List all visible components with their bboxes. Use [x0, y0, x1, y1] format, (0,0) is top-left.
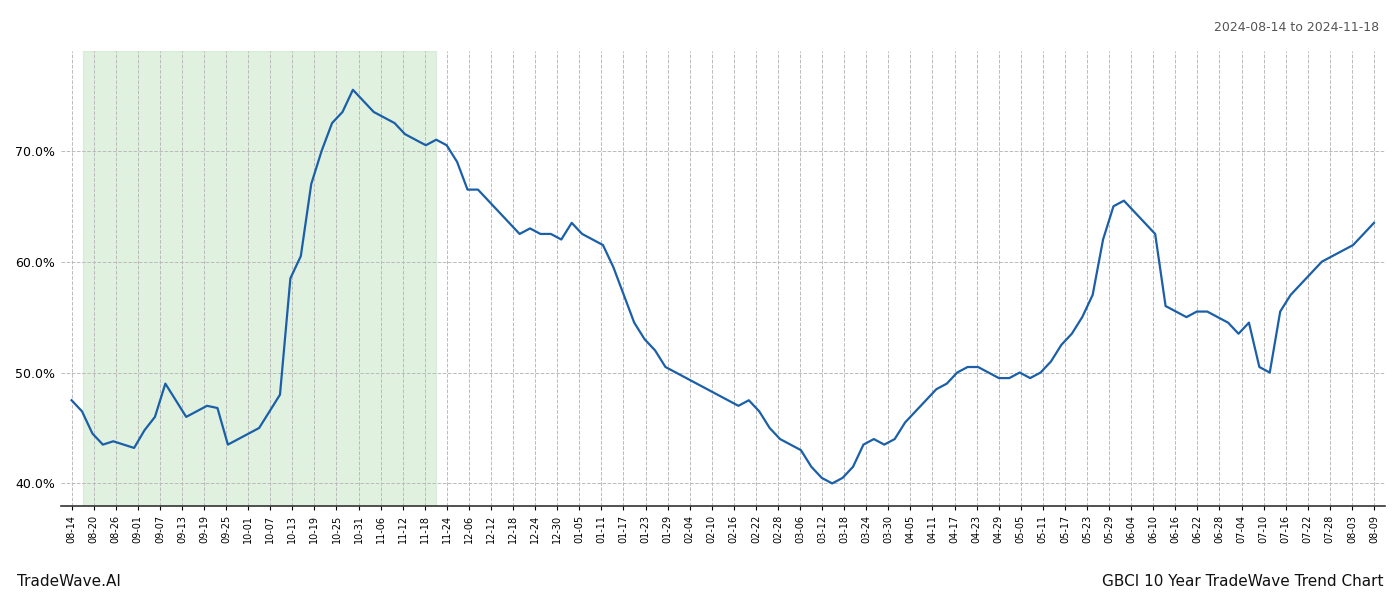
Text: GBCI 10 Year TradeWave Trend Chart: GBCI 10 Year TradeWave Trend Chart	[1102, 574, 1383, 589]
Bar	[83, 51, 435, 506]
Text: 2024-08-14 to 2024-11-18: 2024-08-14 to 2024-11-18	[1214, 21, 1379, 34]
Text: TradeWave.AI: TradeWave.AI	[17, 574, 120, 589]
